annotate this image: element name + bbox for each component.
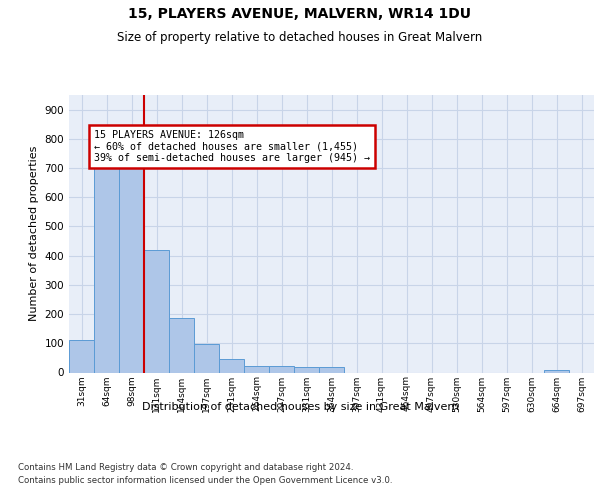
Bar	[219, 359, 244, 372]
Bar	[144, 250, 169, 372]
Bar	[544, 370, 569, 372]
Bar	[69, 340, 94, 372]
Bar	[169, 318, 194, 372]
Text: Size of property relative to detached houses in Great Malvern: Size of property relative to detached ho…	[118, 31, 482, 44]
Bar	[319, 366, 344, 372]
Bar	[294, 367, 319, 372]
Bar	[269, 366, 294, 372]
Text: Contains public sector information licensed under the Open Government Licence v3: Contains public sector information licen…	[18, 476, 392, 485]
Text: 15 PLAYERS AVENUE: 126sqm
← 60% of detached houses are smaller (1,455)
39% of se: 15 PLAYERS AVENUE: 126sqm ← 60% of detac…	[94, 130, 370, 164]
Bar	[194, 344, 219, 372]
Text: Contains HM Land Registry data © Crown copyright and database right 2024.: Contains HM Land Registry data © Crown c…	[18, 462, 353, 471]
Bar	[119, 153, 144, 372]
Y-axis label: Number of detached properties: Number of detached properties	[29, 146, 39, 322]
Text: 15, PLAYERS AVENUE, MALVERN, WR14 1DU: 15, PLAYERS AVENUE, MALVERN, WR14 1DU	[128, 8, 472, 22]
Bar	[244, 366, 269, 372]
Bar	[94, 154, 119, 372]
Text: Distribution of detached houses by size in Great Malvern: Distribution of detached houses by size …	[142, 402, 458, 412]
